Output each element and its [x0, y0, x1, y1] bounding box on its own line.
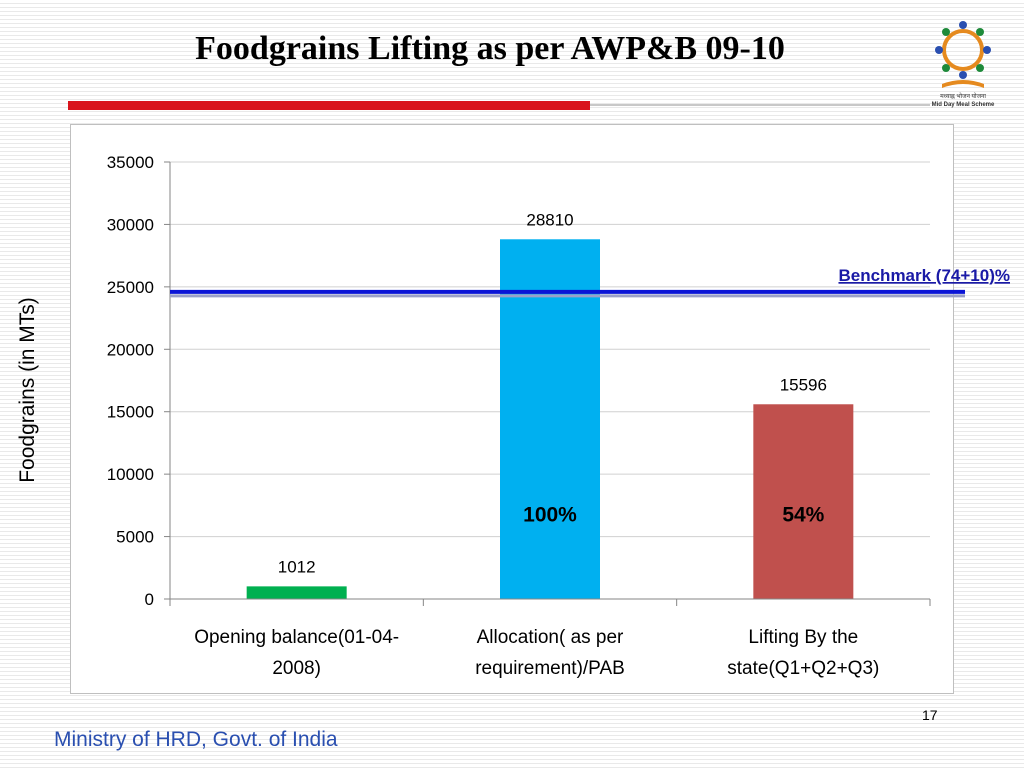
y-tick-label: 5000: [116, 528, 154, 547]
x-tick-label: Allocation( as per: [477, 627, 624, 648]
y-tick-label: 25000: [107, 278, 154, 297]
mid-day-meal-logo: मध्याह्न भोजन योजना Mid Day Meal Scheme: [932, 21, 995, 108]
percent-label: 100%: [523, 504, 577, 527]
logo-caption-line2: Mid Day Meal Scheme: [932, 102, 995, 108]
axes: 0 5000 10000 15000 20000 25000 30000 35000: [107, 153, 931, 609]
x-tick-label: state(Q1+Q2+Q3): [727, 658, 879, 679]
data-label: 15596: [780, 375, 827, 394]
data-label: 1012: [278, 557, 316, 576]
y-tick-label: 20000: [107, 340, 154, 359]
logo-caption-line1: मध्याह्न भोजन योजना: [940, 92, 986, 100]
x-tick-label: Lifting By the: [748, 627, 858, 648]
slide-title: Foodgrains Lifting as per AWP&B 09-10: [195, 30, 785, 67]
benchmark-group: Benchmark (74+10)%: [170, 266, 1010, 298]
bar: [500, 239, 600, 600]
x-tick-label: requirement)/PAB: [475, 658, 625, 679]
labels: 1012 Opening balance(01-04- 2008) 28810 100%…: [194, 210, 879, 679]
bars: [246, 239, 854, 600]
title-rule-gray: [590, 104, 930, 106]
y-axis-label: Foodgrains (in MTs): [16, 297, 39, 483]
title-rule-red: [68, 101, 590, 110]
bar: [246, 586, 347, 599]
y-tick-label: 0: [145, 590, 154, 609]
footer-text: Ministry of HRD, Govt. of India: [54, 728, 338, 751]
y-tick-label: 15000: [107, 403, 154, 422]
y-tick-label: 30000: [107, 215, 154, 234]
bar: [753, 404, 854, 599]
x-tick-label: 2008): [272, 658, 321, 679]
data-label: 28810: [526, 210, 573, 229]
y-tick-label: 10000: [107, 465, 154, 484]
page-number: 17: [922, 707, 938, 723]
x-tick-label: Opening balance(01-04-: [194, 627, 399, 648]
percent-label: 54%: [782, 504, 824, 527]
benchmark-label: Benchmark (74+10)%: [838, 266, 1010, 285]
logo-figures-icon: [935, 21, 991, 79]
y-tick-label: 35000: [107, 153, 154, 172]
